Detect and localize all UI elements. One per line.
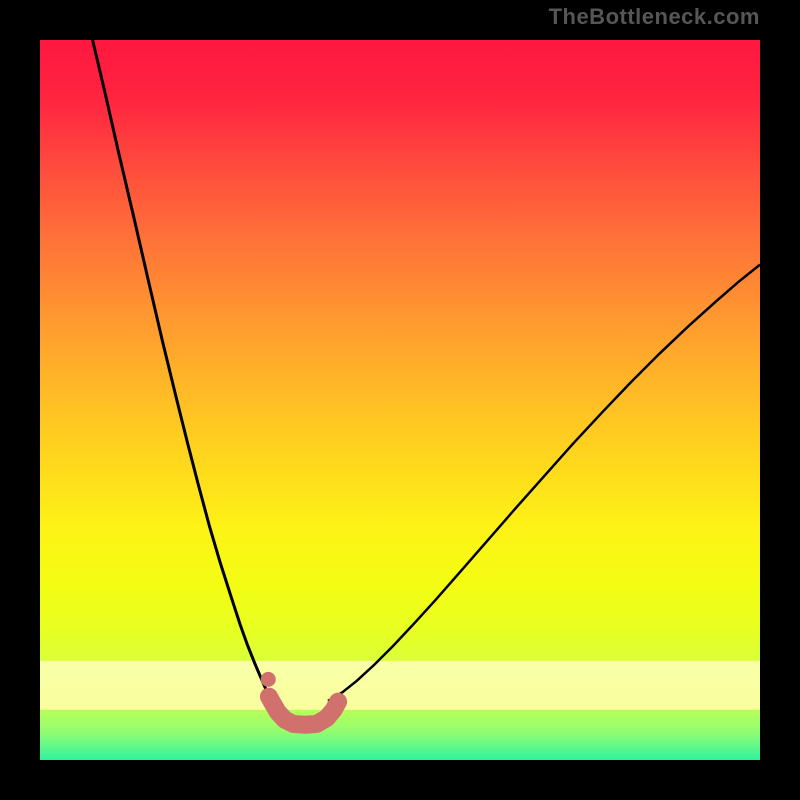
plot-area bbox=[40, 40, 760, 760]
chart-svg bbox=[40, 40, 760, 760]
valley-marker-dot bbox=[261, 672, 276, 687]
plot-background bbox=[40, 40, 760, 760]
outer-frame: TheBottleneck.com bbox=[0, 0, 800, 800]
watermark-text: TheBottleneck.com bbox=[549, 4, 760, 30]
